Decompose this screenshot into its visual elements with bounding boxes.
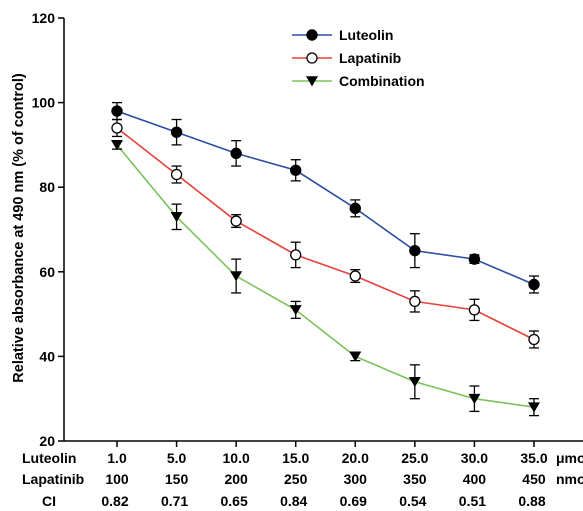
series-layer: [111, 101, 540, 417]
data-point: [289, 305, 302, 316]
x-tick-label: 10.0: [223, 450, 250, 466]
x-tick-label: 20.0: [342, 450, 369, 466]
data-point: [349, 202, 361, 215]
x-tick-label: 0.54: [399, 493, 426, 509]
x-tick-label: 5.0: [167, 450, 187, 466]
data-point: [528, 333, 540, 346]
legend-marker: [306, 76, 318, 87]
legend-item: Combination: [292, 73, 425, 89]
y-tick-label: 120: [32, 10, 56, 26]
data-point: [170, 126, 183, 138]
x-row-label: CI: [42, 493, 56, 509]
x-tick-label: 250: [284, 471, 308, 487]
data-point: [408, 376, 421, 388]
x-row-label: Lapatinib: [22, 471, 84, 487]
axes: 20 40 60 80 100 120: [32, 10, 583, 449]
data-point: [409, 295, 421, 308]
legend-label: Lapatinib: [339, 50, 401, 66]
x-tick-label: 0.88: [518, 493, 545, 509]
x-tick-label: 1.0: [107, 450, 127, 466]
x-tick-label: 25.0: [401, 450, 428, 466]
data-point: [468, 304, 481, 316]
y-tick-label: 80: [39, 179, 55, 195]
data-point: [230, 215, 242, 227]
data-point: [290, 249, 302, 261]
y-axis-label: Relative absorbance at 490 nm (% of cont…: [11, 73, 27, 383]
legend-item: Lapatinib: [292, 50, 401, 66]
data-point: [528, 278, 540, 291]
series-lapatinib: [111, 118, 540, 349]
series-combination: [111, 140, 540, 417]
y-tick-label: 40: [39, 348, 55, 364]
x-tick-label: 350: [403, 471, 427, 487]
data-point: [170, 212, 183, 223]
data-point: [111, 105, 123, 117]
x-category-table: Luteolin 1.0 5.0 10.0 15.0 20.0 25.0 30.0 35.0 μm…: [22, 450, 583, 509]
x-tick-label: 0.71: [161, 493, 188, 509]
data-point: [409, 244, 421, 257]
x-tick-label: 0.69: [340, 493, 367, 509]
data-point: [111, 140, 123, 151]
x-tick-label: 15.0: [282, 450, 309, 466]
x-tick-label: 0.84: [280, 493, 307, 509]
data-point: [230, 147, 242, 160]
x-tick-label: 0.82: [101, 493, 128, 509]
x-tick-label: 0.51: [459, 493, 486, 509]
data-point: [527, 402, 540, 413]
x-row-unit: μmol/l: [556, 450, 583, 466]
data-point: [170, 168, 183, 181]
x-row-label: Luteolin: [22, 450, 76, 466]
legend-marker: [306, 29, 318, 41]
legend-item: Luteolin: [292, 27, 393, 43]
x-tick-label: 35.0: [520, 450, 547, 466]
data-point: [468, 393, 481, 405]
data-point: [468, 253, 481, 265]
legend-label: Luteolin: [339, 27, 393, 43]
x-tick-label: 450: [522, 471, 546, 487]
legend: Luteolin Lapatinib Combination: [292, 27, 425, 89]
x-tick-label: 150: [165, 471, 189, 487]
data-point: [290, 164, 302, 176]
x-tick-label: 100: [105, 471, 129, 487]
x-tick-label: 300: [344, 471, 368, 487]
x-row-unit: nmol/L: [556, 471, 583, 487]
x-tick-label: 0.65: [221, 493, 248, 509]
data-point: [111, 122, 123, 134]
data-point: [349, 351, 362, 362]
data-point: [230, 271, 243, 282]
legend-marker: [306, 52, 318, 64]
series-luteolin: [111, 101, 540, 294]
x-tick-label: 200: [224, 471, 248, 487]
x-tick-label: 400: [463, 471, 487, 487]
y-tick-label: 20: [39, 433, 55, 449]
series-line: [116, 110, 535, 286]
legend-label: Combination: [339, 73, 425, 89]
y-tick-label: 100: [32, 95, 56, 111]
x-tick-label: 30.0: [461, 450, 488, 466]
y-tick-label: 60: [39, 264, 55, 280]
series-line: [116, 127, 535, 341]
data-point: [349, 270, 361, 282]
series-line: [116, 144, 535, 408]
